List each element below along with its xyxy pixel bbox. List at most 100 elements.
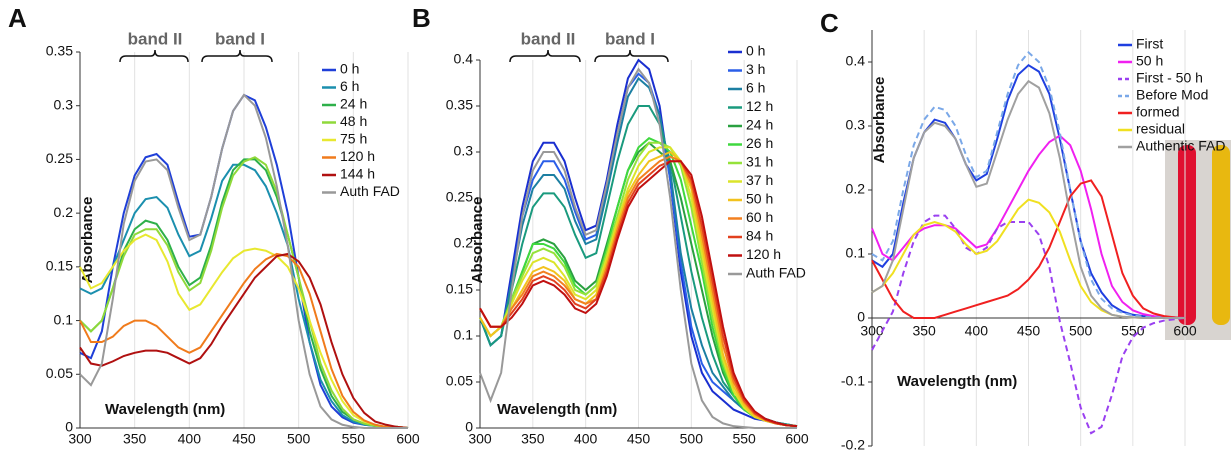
legend-label: residual: [1136, 121, 1185, 137]
legend-label: 48 h: [340, 113, 367, 129]
y-tick-label: 0.3: [846, 117, 866, 133]
x-tick-label: 550: [1121, 323, 1145, 339]
x-tick-label: 300: [468, 431, 492, 447]
annotation: band I: [215, 29, 265, 48]
x-tick-label: 400: [178, 431, 202, 447]
x-tick-label: 450: [1017, 323, 1041, 339]
series-line: [479, 146, 798, 428]
legend-label: 37 h: [746, 172, 773, 188]
y-axis-title: Absorbance: [79, 197, 96, 284]
x-tick-label: 450: [232, 431, 256, 447]
series-line: [79, 252, 409, 429]
legend-label: Before Mod: [1136, 87, 1208, 103]
series-line: [79, 93, 408, 429]
legend-label: 24 h: [340, 96, 367, 112]
legend-label: 0 h: [340, 61, 359, 77]
legend-label: 24 h: [746, 117, 773, 133]
series-line: [479, 160, 798, 428]
series-line: [479, 155, 798, 428]
brace: [594, 49, 669, 63]
x-tick-label: 350: [521, 431, 545, 447]
x-tick-label: 550: [342, 431, 366, 447]
panel: 300 350 400 450 500 550 600-0.2-0.100.10.20.30…: [820, 8, 1226, 453]
annotation: band II: [128, 29, 183, 48]
series-line: [479, 67, 797, 429]
series-line: [871, 79, 1185, 319]
y-tick-label: 0.05: [446, 373, 473, 389]
y-tick-label: 0.4: [454, 51, 474, 67]
x-axis-title: Wavelength (nm): [105, 401, 225, 418]
legend-label: 120 h: [746, 246, 781, 262]
y-tick-label: 0.2: [454, 235, 474, 251]
y-tick-label: 0.15: [446, 281, 473, 297]
brace: [509, 49, 581, 63]
legend-label: 31 h: [746, 154, 773, 170]
x-axis-title: Wavelength (nm): [897, 373, 1017, 390]
x-tick-label: 600: [1173, 323, 1197, 339]
x-tick-label: 600: [785, 431, 809, 447]
legend-label: 84 h: [746, 228, 773, 244]
y-axis-title: Absorbance: [871, 77, 888, 164]
panel-letter: A: [8, 3, 27, 33]
panel-letter: B: [412, 3, 431, 33]
panel: 300 350 400 450 500 550 600 0 0.05 0.1 0.15 0.2 0.25…: [412, 3, 809, 447]
legend-label: 144 h: [340, 166, 375, 182]
series-line: [79, 156, 409, 429]
y-tick-label: 0: [857, 309, 865, 325]
legend-label: First - 50 h: [1136, 70, 1203, 86]
legend-label: Auth FAD: [340, 183, 400, 199]
series-line: [479, 160, 798, 428]
y-tick-label: -0.1: [841, 373, 865, 389]
x-tick-label: 600: [396, 431, 420, 447]
series-line: [871, 134, 1186, 319]
legend-label: Authentic FAD: [1136, 138, 1226, 154]
x-tick-label: 400: [965, 323, 989, 339]
brace: [201, 49, 273, 63]
y-tick-label: 0.4: [846, 53, 866, 69]
series-line: [479, 150, 798, 428]
y-axis-title: Absorbance: [469, 197, 486, 284]
y-tick-label: 0.25: [46, 150, 73, 166]
panel: 300 350 400 450 500 550 600 0 0.05 0.1 0.15 0.2 0.25…: [8, 3, 420, 447]
x-tick-label: 500: [680, 431, 704, 447]
series-line: [79, 163, 409, 429]
x-axis-title: Wavelength (nm): [497, 401, 617, 418]
series-line: [871, 179, 1186, 319]
legend-label: 6 h: [340, 78, 359, 94]
legend-label: Auth FAD: [746, 265, 806, 281]
legend-label: 75 h: [340, 131, 367, 147]
legend-label: 120 h: [340, 148, 375, 164]
y-tick-label: 0.35: [446, 97, 473, 113]
y-tick-label: 0: [465, 419, 473, 435]
x-tick-label: 350: [123, 431, 147, 447]
series-line: [479, 137, 798, 428]
x-tick-label: 500: [1069, 323, 1093, 339]
y-tick-label: 0.1: [846, 245, 866, 261]
y-tick-label: 0.1: [54, 311, 74, 327]
x-tick-label: 550: [732, 431, 756, 447]
y-tick-label: 0.1: [454, 327, 474, 343]
legend-label: 50 h: [1136, 53, 1163, 69]
y-tick-label: 0.05: [46, 365, 73, 381]
legend-label: 50 h: [746, 191, 773, 207]
legend-label: 12 h: [746, 98, 773, 114]
legend-label: 60 h: [746, 209, 773, 225]
annotation: band II: [521, 29, 576, 48]
legend-label: 3 h: [746, 61, 765, 77]
y-tick-label: 0.35: [46, 43, 73, 59]
legend-label: 6 h: [746, 80, 765, 96]
y-tick-label: 0.25: [446, 189, 473, 205]
annotation: band I: [605, 29, 655, 48]
x-tick-label: 350: [912, 323, 936, 339]
legend-label: First: [1136, 36, 1163, 52]
y-tick-label: -0.2: [841, 437, 865, 453]
x-tick-label: 300: [68, 431, 92, 447]
y-tick-label: 0.3: [454, 143, 474, 159]
y-tick-label: 0.2: [846, 181, 866, 197]
series-line: [479, 58, 798, 428]
y-tick-label: 0.3: [54, 96, 74, 112]
y-tick-label: 0.15: [46, 258, 73, 274]
x-tick-label: 400: [574, 431, 598, 447]
vial-photo: [1165, 140, 1231, 340]
